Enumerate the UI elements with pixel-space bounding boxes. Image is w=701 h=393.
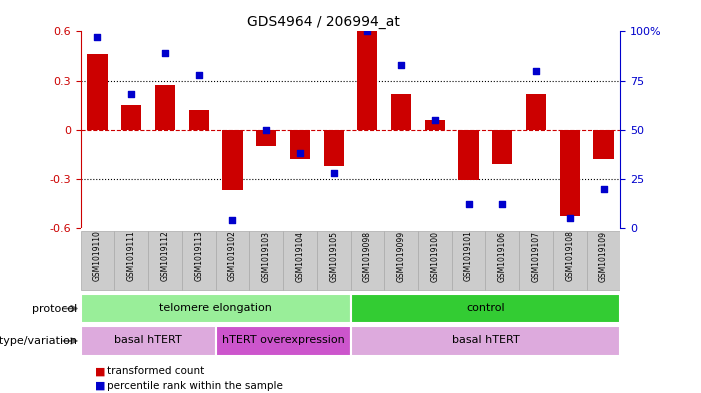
Bar [114, 231, 148, 290]
Point [395, 62, 407, 68]
Bar [425, 120, 445, 130]
Text: GSM1019104: GSM1019104 [295, 231, 304, 281]
Text: telomere elongation: telomere elongation [159, 303, 272, 313]
Text: control: control [466, 303, 505, 313]
Text: GSM1019103: GSM1019103 [261, 231, 271, 281]
Bar [559, 130, 580, 217]
Point [294, 150, 306, 156]
Text: GSM1019101: GSM1019101 [464, 231, 473, 281]
Bar [216, 326, 350, 356]
Bar [250, 231, 283, 290]
Bar [350, 326, 620, 356]
Text: GSM1019099: GSM1019099 [397, 231, 406, 282]
Text: basal hTERT: basal hTERT [114, 335, 182, 345]
Text: GSM1019113: GSM1019113 [194, 231, 203, 281]
Bar [121, 105, 142, 130]
Bar [485, 231, 519, 290]
Bar [81, 326, 216, 356]
Point [125, 91, 137, 97]
Text: GSM1019098: GSM1019098 [363, 231, 372, 281]
Text: GSM1019106: GSM1019106 [498, 231, 507, 281]
Point [564, 215, 576, 221]
Point [92, 34, 103, 40]
Bar [283, 231, 317, 290]
Point [261, 127, 272, 133]
Bar [216, 231, 250, 290]
Bar [350, 231, 384, 290]
Bar [451, 231, 485, 290]
Text: hTERT overexpression: hTERT overexpression [222, 335, 344, 345]
Text: genotype/variation: genotype/variation [0, 336, 77, 346]
Point [531, 68, 542, 74]
Point [463, 201, 474, 208]
Bar [256, 130, 276, 146]
Text: protocol: protocol [32, 303, 77, 314]
Text: ■: ■ [95, 366, 105, 376]
Point [429, 117, 440, 123]
Bar [317, 231, 350, 290]
Bar [526, 94, 546, 130]
Bar [593, 130, 613, 159]
Bar [222, 130, 243, 190]
Text: GSM1019112: GSM1019112 [161, 231, 170, 281]
Point [193, 72, 204, 78]
Bar [519, 231, 553, 290]
Bar [148, 231, 182, 290]
Bar [384, 231, 418, 290]
Text: GSM1019100: GSM1019100 [430, 231, 440, 281]
Title: GDS4964 / 206994_at: GDS4964 / 206994_at [247, 15, 400, 29]
Bar [81, 231, 114, 290]
Text: basal hTERT: basal hTERT [451, 335, 519, 345]
Point [598, 185, 609, 192]
Bar [155, 86, 175, 130]
Bar [290, 130, 310, 159]
Bar [324, 130, 343, 166]
Text: transformed count: transformed count [107, 366, 205, 376]
Text: percentile rank within the sample: percentile rank within the sample [107, 381, 283, 391]
Bar [492, 130, 512, 164]
Point [362, 28, 373, 35]
Text: GSM1019102: GSM1019102 [228, 231, 237, 281]
Text: ■: ■ [95, 381, 105, 391]
Bar [182, 231, 216, 290]
Point [328, 170, 339, 176]
Bar [189, 110, 209, 130]
Bar [81, 294, 350, 323]
Text: GSM1019108: GSM1019108 [565, 231, 574, 281]
Bar [458, 130, 479, 180]
Bar [358, 31, 378, 130]
Point [227, 217, 238, 223]
Text: GSM1019107: GSM1019107 [531, 231, 540, 281]
Bar [418, 231, 451, 290]
Text: GSM1019105: GSM1019105 [329, 231, 338, 281]
Text: GSM1019110: GSM1019110 [93, 231, 102, 281]
Bar [587, 231, 620, 290]
Point [497, 201, 508, 208]
Bar [391, 94, 411, 130]
Bar [553, 231, 587, 290]
Point [159, 50, 170, 56]
Bar [88, 54, 108, 130]
Text: GSM1019111: GSM1019111 [127, 231, 136, 281]
Text: GSM1019109: GSM1019109 [599, 231, 608, 281]
Bar [350, 294, 620, 323]
